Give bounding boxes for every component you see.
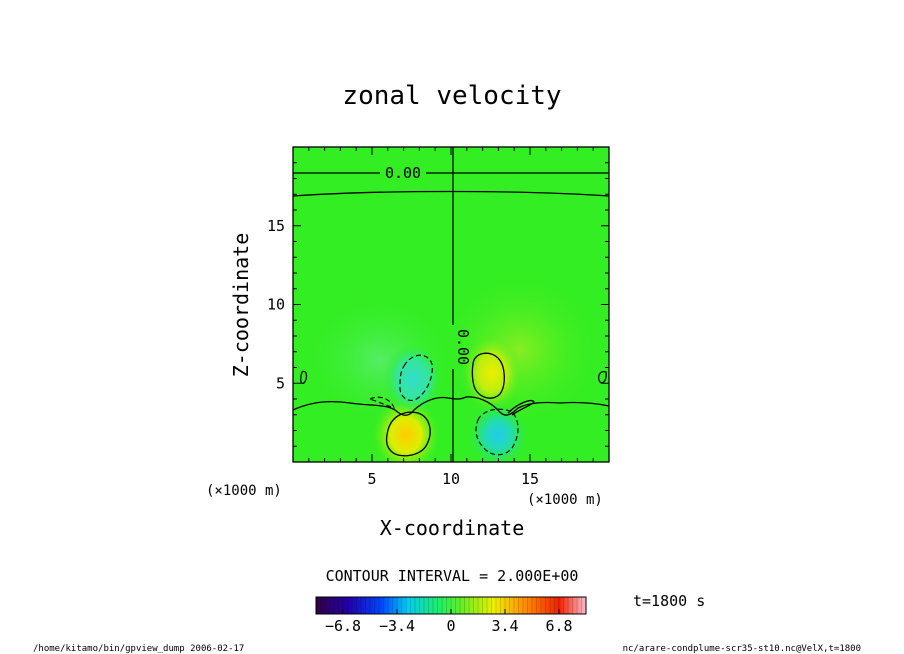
contour-top-arc xyxy=(293,190,609,197)
contour-edge-left xyxy=(300,370,308,384)
contour-label-bg-top xyxy=(380,164,426,182)
colorbar-tick-label: 0 xyxy=(446,617,455,635)
x-unit-label: (×1000 m) xyxy=(527,492,603,508)
colorbar-tick-label: −6.8 xyxy=(325,617,361,635)
field-negative-low xyxy=(466,401,530,462)
x-axis-label: X-coordinate xyxy=(380,516,525,540)
contour-label-bg-center xyxy=(443,325,463,369)
colorbar: −6.8 −3.4 0 3.4 6.8 xyxy=(315,596,587,635)
z-tick-label: 15 xyxy=(267,217,285,235)
field-negative-high xyxy=(383,343,443,415)
contour-negative-high xyxy=(399,354,433,401)
contour-lines xyxy=(293,147,609,462)
contour-label-center: 0.00 xyxy=(454,329,472,365)
z-axis-label: Z-coordinate xyxy=(229,233,253,378)
velocity-field xyxy=(293,147,609,462)
z-unit-label: (×1000 m) xyxy=(206,483,282,499)
contour-interval-label: CONTOUR INTERVAL = 2.000E+00 xyxy=(326,567,579,585)
contour-negative-lines xyxy=(368,354,519,456)
contour-positive-low xyxy=(385,411,431,457)
x-tick-label: 5 xyxy=(367,470,376,488)
contour-edge-right xyxy=(598,371,607,384)
contour-negative-low xyxy=(475,408,519,456)
colorbar-tick-label: 3.4 xyxy=(491,617,518,635)
contour-label-top: 0.00 xyxy=(385,164,421,182)
colorbar-tick-label: 6.8 xyxy=(545,617,572,635)
x-tick-label: 10 xyxy=(442,470,460,488)
contour-positive-high xyxy=(471,352,505,399)
colorbar-gradient xyxy=(316,597,586,614)
time-label: t=1800 s xyxy=(633,592,705,610)
axes: 5 10 15 5 10 15 xyxy=(267,146,610,488)
z-tick-label: 10 xyxy=(267,296,285,314)
contour-bottom-zero xyxy=(293,396,609,416)
field-positive-low xyxy=(372,397,440,462)
colorbar-ticks: −6.8 −3.4 0 3.4 6.8 xyxy=(325,609,573,635)
contour-negative-lobe xyxy=(368,396,395,409)
colorbar-tick-label: −3.4 xyxy=(379,617,415,635)
chart-title: zonal velocity xyxy=(342,81,561,111)
z-tick-label: 5 xyxy=(276,374,285,392)
footer-left: /home/kitamo/bin/gpview_dump 2006-02-17 xyxy=(33,644,244,654)
x-tick-label: 15 xyxy=(521,470,539,488)
footer-right: nc/arare-condplume-scr35-st10.nc@VelX,t=… xyxy=(623,644,861,654)
colorbar-stripes xyxy=(320,597,582,614)
contour-lobe-right xyxy=(507,399,535,416)
